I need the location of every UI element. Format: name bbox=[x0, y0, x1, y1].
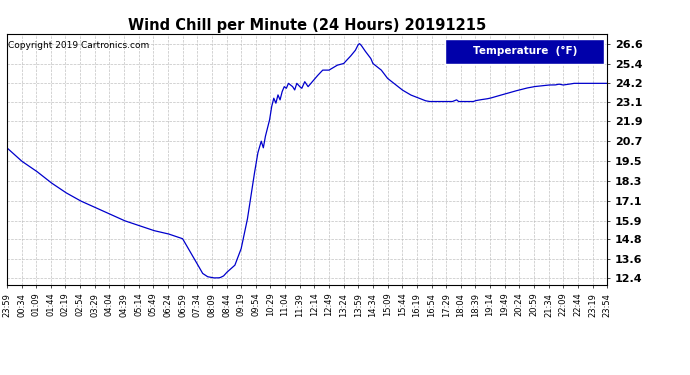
FancyBboxPatch shape bbox=[445, 39, 604, 64]
Text: Copyright 2019 Cartronics.com: Copyright 2019 Cartronics.com bbox=[8, 41, 149, 50]
Text: Temperature  (°F): Temperature (°F) bbox=[473, 46, 577, 56]
Title: Wind Chill per Minute (24 Hours) 20191215: Wind Chill per Minute (24 Hours) 2019121… bbox=[128, 18, 486, 33]
